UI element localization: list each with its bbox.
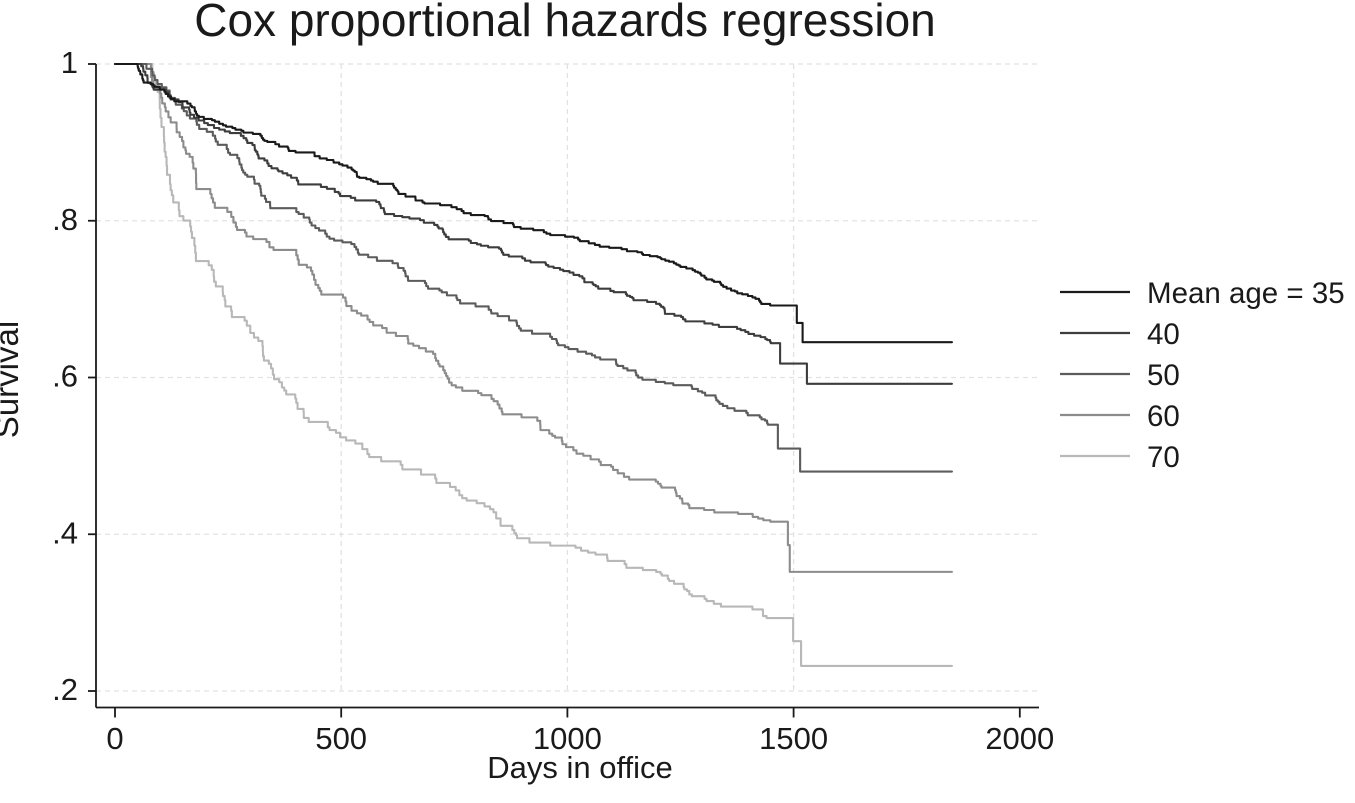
svg-text:500: 500 — [315, 721, 367, 756]
svg-text:.2: .2 — [52, 672, 78, 707]
svg-text:40: 40 — [1147, 318, 1180, 351]
svg-text:70: 70 — [1147, 441, 1180, 474]
svg-text:50: 50 — [1147, 359, 1180, 392]
svg-text:.4: .4 — [52, 515, 78, 550]
svg-text:2000: 2000 — [985, 721, 1054, 756]
svg-text:0: 0 — [106, 721, 123, 756]
svg-text:Days in office: Days in office — [487, 750, 673, 785]
svg-text:1: 1 — [61, 45, 78, 80]
svg-text:.6: .6 — [52, 359, 78, 394]
svg-text:Cox proportional hazards regre: Cox proportional hazards regression — [194, 0, 936, 46]
svg-text:Survival: Survival — [0, 321, 25, 438]
svg-text:1500: 1500 — [759, 721, 828, 756]
svg-text:.8: .8 — [52, 202, 78, 237]
svg-text:60: 60 — [1147, 400, 1180, 433]
svg-text:Mean age = 35: Mean age = 35 — [1147, 277, 1345, 310]
